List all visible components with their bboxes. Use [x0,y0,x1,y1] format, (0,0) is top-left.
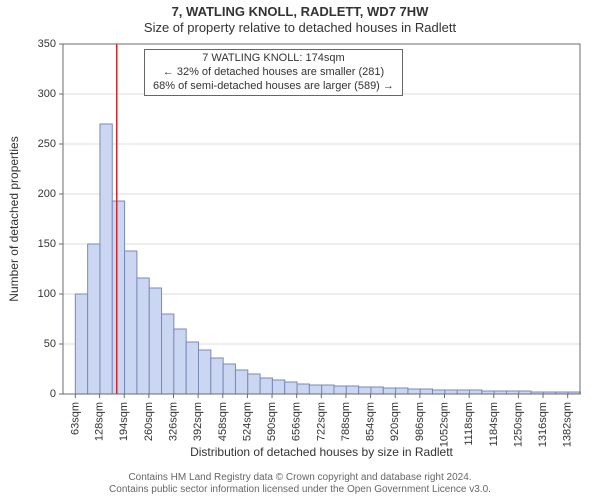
svg-text:326sqm: 326sqm [167,402,179,441]
annotation-line-2: ← 32% of detached houses are smaller (28… [153,66,394,80]
svg-text:986sqm: 986sqm [414,402,426,441]
svg-text:1118sqm: 1118sqm [463,402,475,446]
svg-text:150: 150 [38,238,56,250]
svg-text:350: 350 [38,38,56,50]
svg-text:392sqm: 392sqm [192,402,204,441]
title-block: 7, WATLING KNOLL, RADLETT, WD7 7HW Size … [0,4,600,37]
footer-line-1: Contains HM Land Registry data © Crown c… [0,472,600,484]
svg-text:656sqm: 656sqm [291,402,303,441]
svg-text:250: 250 [38,138,56,150]
svg-text:1184sqm: 1184sqm [488,402,500,446]
svg-text:788sqm: 788sqm [340,402,352,441]
annotation-line-3: 68% of semi-detached houses are larger (… [153,80,394,94]
annotation-box: 7 WATLING KNOLL: 174sqm ← 32% of detache… [144,49,403,96]
svg-text:722sqm: 722sqm [315,402,327,441]
svg-text:920sqm: 920sqm [389,402,401,441]
svg-text:524sqm: 524sqm [241,402,253,441]
chart-container: 7, WATLING KNOLL, RADLETT, WD7 7HW Size … [0,0,600,500]
svg-text:1052sqm: 1052sqm [438,402,450,447]
svg-text:1316sqm: 1316sqm [537,402,549,447]
svg-text:100: 100 [38,288,56,300]
svg-text:590sqm: 590sqm [266,402,278,441]
svg-text:300: 300 [38,88,56,100]
chart-title-address: 7, WATLING KNOLL, RADLETT, WD7 7HW [0,4,600,20]
svg-text:Distribution of detached house: Distribution of detached houses by size … [190,445,453,459]
svg-text:Number of detached properties: Number of detached properties [7,136,21,301]
svg-text:260sqm: 260sqm [143,402,155,441]
footer-line-2: Contains public sector information licen… [0,484,600,496]
svg-text:50: 50 [44,338,56,350]
svg-text:194sqm: 194sqm [118,402,130,441]
svg-text:63sqm: 63sqm [69,402,81,435]
svg-text:0: 0 [50,388,56,400]
svg-text:128sqm: 128sqm [94,402,106,441]
svg-text:854sqm: 854sqm [365,402,377,441]
svg-text:1382sqm: 1382sqm [562,402,574,447]
svg-text:1250sqm: 1250sqm [512,402,524,447]
svg-text:200: 200 [38,188,56,200]
svg-text:458sqm: 458sqm [217,402,229,441]
footer-attribution: Contains HM Land Registry data © Crown c… [0,472,600,496]
annotation-line-1: 7 WATLING KNOLL: 174sqm [153,52,394,66]
chart-title-subtitle: Size of property relative to detached ho… [0,20,600,36]
